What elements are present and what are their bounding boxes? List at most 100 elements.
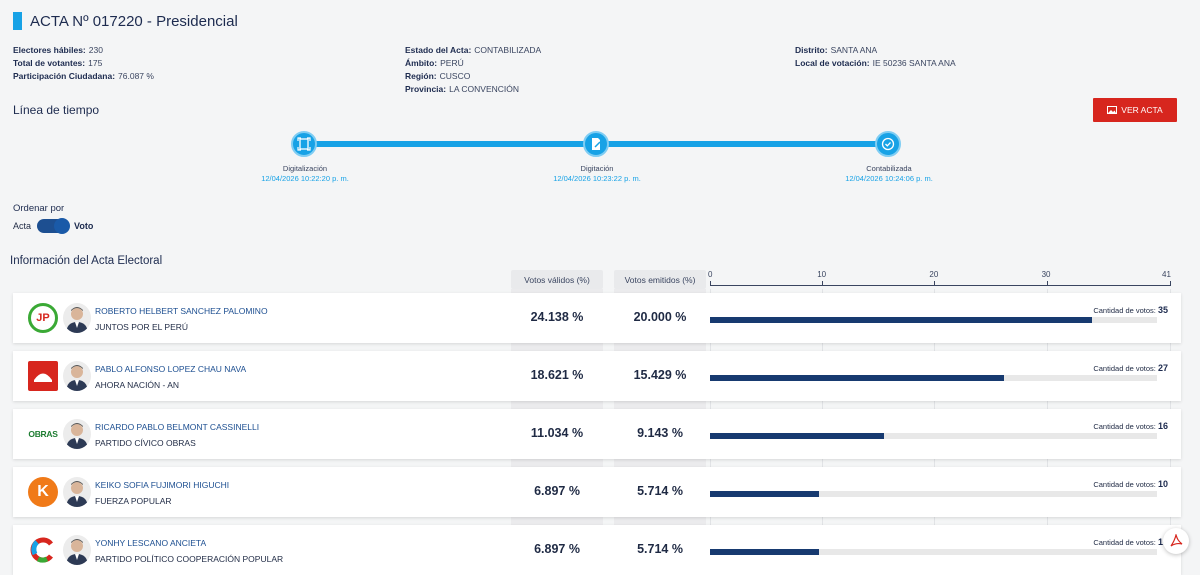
candidate-name: PABLO ALFONSO LOPEZ CHAU NAVA	[95, 364, 246, 374]
vote-bar-track	[710, 491, 1157, 497]
step-date: 12/04/2026 10:23:22 p. m.	[527, 174, 667, 184]
sort-option-acta[interactable]: Acta	[13, 221, 31, 231]
vote-count: Cantidad de votos: 10	[1093, 537, 1168, 547]
info-label: Provincia:	[405, 84, 446, 94]
vote-count: Cantidad de votos: 35	[1093, 305, 1168, 315]
info-label: Total de votantes:	[13, 58, 85, 68]
step-date: 12/04/2026 10:22:20 p. m.	[235, 174, 375, 184]
vote-count: Cantidad de votos: 10	[1093, 479, 1168, 489]
info-value: IE 50236 SANTA ANA	[873, 58, 956, 68]
axis-tick-label: 20	[929, 270, 938, 279]
vote-count: Cantidad de votos: 27	[1093, 363, 1168, 373]
vote-bar	[710, 433, 884, 439]
axis-tick-mark	[1170, 281, 1171, 286]
vote-count-label: Cantidad de votos:	[1093, 306, 1156, 315]
info-label: Participación Ciudadana:	[13, 71, 115, 81]
info-label: Electores hábiles:	[13, 45, 86, 55]
emitted-votes-percent: 20.000 %	[614, 310, 706, 324]
vote-bar-track	[710, 317, 1157, 323]
vote-count-label: Cantidad de votos:	[1093, 364, 1156, 373]
info-row: Total de votantes:175	[13, 57, 154, 70]
timeline-title: Línea de tiempo	[13, 103, 99, 117]
candidate-name: RICARDO PABLO BELMONT CASSINELLI	[95, 422, 259, 432]
column-header-valid: Votos válidos (%)	[511, 270, 603, 289]
info-value: CONTABILIZADA	[474, 45, 541, 55]
page-title: ACTA Nº 017220 - Presidencial	[30, 13, 238, 30]
info-label: Distrito:	[795, 45, 828, 55]
vote-bar	[710, 375, 1004, 381]
info-label: Estado del Acta:	[405, 45, 471, 55]
info-label: Ámbito:	[405, 58, 437, 68]
candidate-photo	[63, 535, 91, 565]
info-value: 76.087 %	[118, 71, 154, 81]
sort-toggle-switch[interactable]	[37, 219, 68, 233]
axis-tick-label: 10	[817, 270, 826, 279]
info-col-2: Estado del Acta:CONTABILIZADA Ámbito:PER…	[405, 44, 541, 96]
axis-tick-label: 30	[1042, 270, 1051, 279]
step-name: Contabilizada	[819, 164, 959, 174]
step-name: Digitación	[527, 164, 667, 174]
info-value: 175	[88, 58, 102, 68]
vote-bar-track	[710, 549, 1157, 555]
info-row: Local de votación:IE 50236 SANTA ANA	[795, 57, 956, 70]
sort-label: Ordenar por	[13, 203, 64, 214]
emitted-votes-percent: 9.143 %	[614, 426, 706, 440]
step-digitacion-icon	[583, 131, 609, 157]
vote-count-value: 16	[1158, 421, 1168, 431]
candidate-photo	[63, 419, 91, 449]
emitted-votes-percent: 15.429 %	[614, 368, 706, 382]
page-header: ACTA Nº 017220 - Presidencial	[13, 12, 238, 30]
candidate-name: ROBERTO HELBERT SANCHEZ PALOMINO	[95, 306, 268, 316]
candidate-photo	[63, 477, 91, 507]
axis-tick-label: 41	[1162, 270, 1171, 279]
step-digitalizacion-icon	[291, 131, 317, 157]
vote-bar-track	[710, 375, 1157, 381]
party-name: PARTIDO CÍVICO OBRAS	[95, 438, 196, 448]
info-col-3: Distrito:SANTA ANA Local de votación:IE …	[795, 44, 956, 70]
axis-tick-mark	[934, 281, 935, 286]
vote-count-label: Cantidad de votos:	[1093, 422, 1156, 431]
ver-acta-button[interactable]: VER ACTA	[1093, 98, 1177, 122]
info-label: Local de votación:	[795, 58, 870, 68]
info-row: Participación Ciudadana:76.087 %	[13, 70, 154, 83]
party-logo-icon	[28, 535, 58, 565]
info-row: Provincia:LA CONVENCIÓN	[405, 83, 541, 96]
info-value: LA CONVENCIÓN	[449, 84, 519, 94]
info-row: Ámbito:PERÚ	[405, 57, 541, 70]
info-value: SANTA ANA	[831, 45, 878, 55]
step-contabilizada-icon	[875, 131, 901, 157]
info-value: CUSCO	[440, 71, 471, 81]
valid-votes-percent: 11.034 %	[511, 426, 603, 440]
result-row: JP ROBERTO HELBERT SANCHEZ PALOMINO JUNTOS…	[13, 293, 1181, 343]
party-name: JUNTOS POR EL PERÚ	[95, 322, 188, 332]
vote-bar	[710, 549, 819, 555]
candidate-photo	[63, 303, 91, 333]
image-icon	[1107, 106, 1117, 114]
party-logo-icon: JP	[28, 303, 58, 333]
vote-count-label: Cantidad de votos:	[1093, 538, 1156, 547]
party-logo-icon	[28, 361, 58, 391]
emitted-votes-percent: 5.714 %	[614, 484, 706, 498]
valid-votes-percent: 24.138 %	[511, 310, 603, 324]
party-name: PARTIDO POLÍTICO COOPERACIÓN POPULAR	[95, 554, 283, 564]
pdf-icon[interactable]	[1163, 528, 1189, 554]
valid-votes-percent: 6.897 %	[511, 484, 603, 498]
vote-bar	[710, 317, 1092, 323]
step-name: Digitalización	[235, 164, 375, 174]
candidate-photo	[63, 361, 91, 391]
emitted-votes-percent: 5.714 %	[614, 542, 706, 556]
valid-votes-percent: 6.897 %	[511, 542, 603, 556]
candidate-name: KEIKO SOFIA FUJIMORI HIGUCHI	[95, 480, 229, 490]
info-row: Región:CUSCO	[405, 70, 541, 83]
column-header-emitted: Votos emitidos (%)	[614, 270, 706, 289]
vote-count-value: 10	[1158, 479, 1168, 489]
party-name: FUERZA POPULAR	[95, 496, 172, 506]
sort-option-voto[interactable]: Voto	[74, 221, 93, 231]
vote-bar-track	[710, 433, 1157, 439]
ver-acta-label: VER ACTA	[1121, 105, 1162, 115]
